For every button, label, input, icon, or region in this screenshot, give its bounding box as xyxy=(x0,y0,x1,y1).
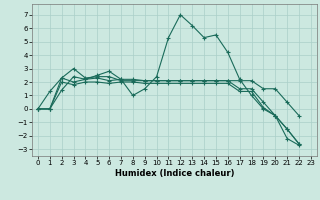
X-axis label: Humidex (Indice chaleur): Humidex (Indice chaleur) xyxy=(115,169,234,178)
